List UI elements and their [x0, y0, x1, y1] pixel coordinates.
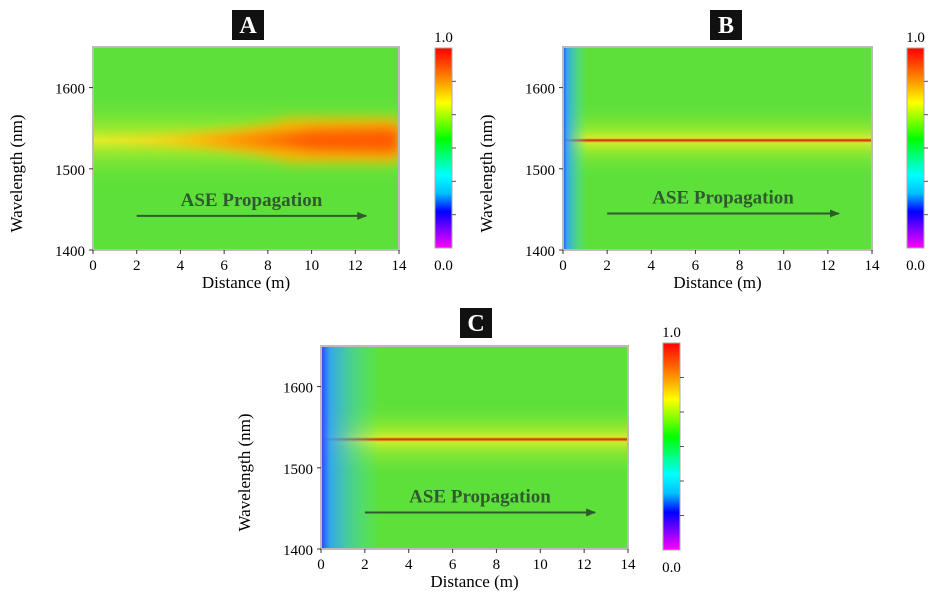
y-tick-label: 1400	[525, 244, 555, 260]
x-tick-label: 0	[559, 258, 567, 274]
x-tick-label: 2	[603, 258, 611, 274]
plot-frame	[562, 46, 873, 251]
y-tick-label: 1500	[55, 163, 85, 179]
panel-label-box	[460, 308, 492, 338]
panel-label: A	[239, 13, 257, 39]
ase-label: ASE Propagation	[652, 187, 794, 208]
x-tick-label: 8	[493, 557, 501, 573]
x-tick-label: 12	[820, 258, 835, 274]
ase-label: ASE Propagation	[409, 486, 551, 507]
y-axis-title: Wavelength (nm)	[235, 413, 254, 531]
plot-frame	[92, 46, 400, 251]
colorbar	[434, 47, 453, 249]
panel-a: A 0 2 4 6 8 10 12 14 1400 1500 1600 Distance (m) Wave…	[7, 10, 456, 292]
panel-label-box	[232, 10, 264, 40]
x-tick-label: 12	[577, 557, 592, 573]
x-tick-label: 4	[177, 258, 185, 274]
y-tick-label: 1500	[283, 462, 313, 478]
colorbar	[662, 342, 681, 551]
colorbar-min-label: 0.0	[662, 560, 681, 576]
x-tick-label: 10	[304, 258, 319, 274]
x-tick-label: 2	[133, 258, 141, 274]
ase-label: ASE Propagation	[181, 190, 323, 211]
x-tick-label: 14	[865, 258, 881, 274]
x-axis-title: Distance (m)	[430, 572, 518, 591]
x-tick-label: 14	[392, 258, 408, 274]
x-tick-label: 0	[89, 258, 97, 274]
y-axis-title: Wavelength (nm)	[477, 114, 496, 232]
x-tick-label: 8	[264, 258, 272, 274]
y-axis-title: Wavelength (nm)	[7, 114, 26, 232]
x-tick-label: 0	[317, 557, 325, 573]
x-tick-label: 10	[533, 557, 548, 573]
x-tick-label: 4	[405, 557, 413, 573]
x-tick-label: 10	[776, 258, 791, 274]
x-tick-label: 4	[648, 258, 656, 274]
panel-b: B 0 2 4 6 8 10 12 14 1400 1500 1600 Distance (m) Wave…	[477, 10, 928, 292]
heatmap-left-edge	[321, 346, 381, 549]
panel-label: B	[718, 13, 734, 39]
x-tick-label: 8	[736, 258, 744, 274]
heatmap-peak-core	[180, 128, 399, 153]
panel-label-box	[710, 10, 742, 40]
colorbar-min-label: 0.0	[906, 258, 925, 274]
colorbar-max-label: 1.0	[662, 325, 681, 341]
panel-label: C	[467, 311, 484, 337]
x-tick-label: 6	[692, 258, 700, 274]
colorbar-max-label: 1.0	[434, 30, 453, 46]
x-tick-label: 14	[621, 557, 637, 573]
heatmap-left-edge	[563, 47, 588, 250]
x-axis-title: Distance (m)	[673, 273, 761, 292]
y-tick-label: 1400	[283, 543, 313, 559]
x-tick-label: 6	[449, 557, 457, 573]
colorbar-max-label: 1.0	[906, 30, 925, 46]
panel-c: C 0 2 4 6 8 10 12 14 1400 1500 1600 Distance (m) Wave…	[235, 308, 684, 591]
plot-frame	[320, 345, 629, 550]
y-tick-label: 1600	[525, 82, 555, 98]
x-axis-title: Distance (m)	[202, 273, 290, 292]
colorbar	[906, 47, 925, 249]
y-tick-label: 1600	[283, 381, 313, 397]
x-tick-label: 2	[361, 557, 369, 573]
y-tick-label: 1500	[525, 163, 555, 179]
x-tick-label: 6	[220, 258, 228, 274]
heatmap	[321, 346, 628, 549]
y-tick-label: 1600	[55, 82, 85, 98]
colorbar-min-label: 0.0	[434, 258, 453, 274]
y-tick-label: 1400	[55, 244, 85, 260]
heatmap	[563, 47, 872, 250]
heatmap	[93, 47, 399, 250]
x-tick-label: 12	[348, 258, 363, 274]
